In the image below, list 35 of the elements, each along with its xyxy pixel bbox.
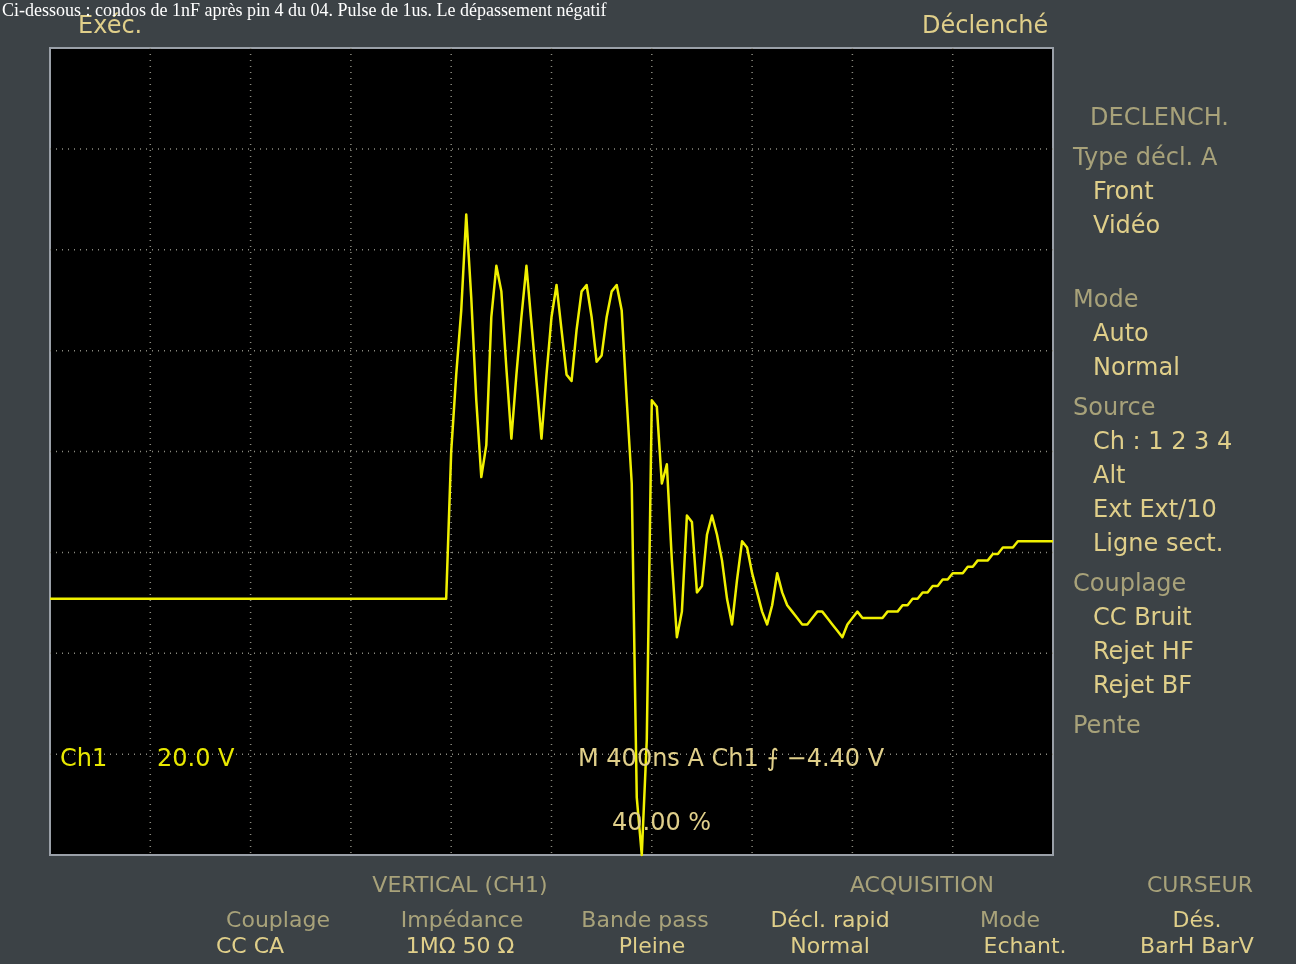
text: Déclenché	[922, 11, 1049, 39]
text: Décl. rapid	[770, 907, 890, 932]
text: Vidéo	[1093, 211, 1161, 239]
text: Ch : 1 2 3 4	[1093, 427, 1233, 455]
text: Couplage	[1073, 569, 1187, 597]
text: Normal	[790, 933, 870, 958]
text: Impédance	[400, 907, 524, 932]
text: Dés.	[1172, 907, 1222, 932]
text: Type décl. A	[1072, 143, 1218, 171]
text: Front	[1093, 177, 1154, 205]
text: Source	[1073, 393, 1156, 421]
annotation: Ch1	[60, 744, 108, 772]
text: Bande pass	[581, 907, 709, 932]
text: BarH BarV	[1140, 933, 1254, 958]
text: CC CA	[215, 933, 285, 958]
text: Normal	[1093, 353, 1180, 381]
text: Mode	[1073, 285, 1139, 313]
text: Pleine	[618, 933, 686, 958]
text: VERTICAL (CH1)	[372, 872, 548, 897]
text: ACQUISITION	[849, 872, 995, 897]
text: DECLENCH.	[1090, 103, 1229, 131]
text: 1MΩ 50 Ω	[405, 933, 515, 958]
text: CC Bruit	[1093, 603, 1192, 631]
text: Echant.	[983, 933, 1067, 958]
text: CURSEUR	[1146, 872, 1254, 897]
text: Ligne sect.	[1093, 529, 1224, 557]
text: Auto	[1093, 319, 1149, 347]
text: Rejet BF	[1093, 671, 1193, 699]
text: Pente	[1073, 711, 1141, 739]
text: Ext Ext/10	[1093, 495, 1217, 523]
text: Mode	[980, 907, 1040, 932]
text: Rejet HF	[1093, 637, 1194, 665]
annotation: 20.0 V	[157, 744, 236, 772]
text: Couplage	[226, 907, 330, 932]
text: Alt	[1093, 461, 1126, 489]
